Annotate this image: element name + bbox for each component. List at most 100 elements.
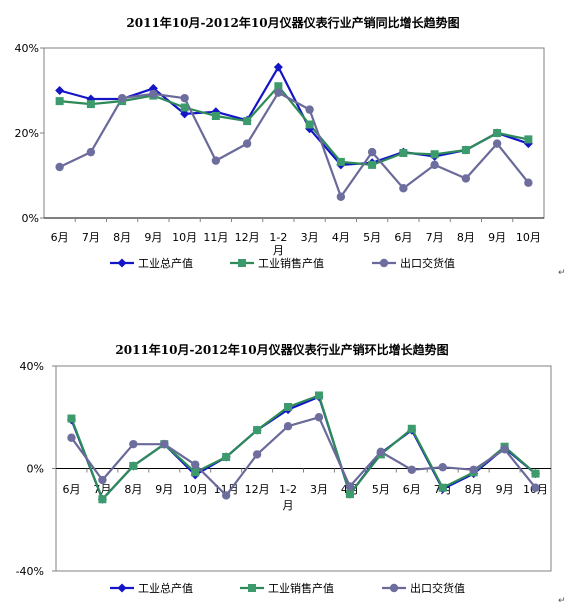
data-point (376, 447, 386, 457)
data-point (407, 424, 416, 433)
data-point (531, 483, 540, 492)
x-tick-label: 8月 (124, 483, 142, 496)
series-layer (66, 391, 541, 504)
y-tick-label: 40% (20, 360, 44, 373)
x-tick-label: 8月 (465, 483, 483, 496)
legend-swatch-marker (248, 584, 256, 592)
data-point (367, 147, 377, 157)
data-point (180, 93, 189, 103)
data-point (129, 461, 138, 470)
data-point (345, 490, 354, 499)
legend: 工业总产值 工业销售产值 出口交货值 (110, 256, 455, 270)
data-point (86, 147, 96, 157)
legend-swatch-marker (117, 583, 127, 593)
series-line (59, 91, 530, 198)
data-point (67, 414, 76, 423)
x-tick-label: 11月 (203, 231, 228, 244)
legend-label: 工业总产值 (138, 256, 193, 270)
x-tick-label: 8月 (457, 231, 475, 244)
legend-label: 出口交货值 (400, 256, 455, 270)
data-point (461, 174, 471, 183)
series-line (70, 394, 537, 501)
y-tick-label: 40% (15, 42, 39, 55)
data-point (531, 469, 540, 478)
data-point (407, 465, 416, 474)
x-tick-label: 7月 (426, 231, 444, 244)
y-tick-label: 0% (27, 463, 44, 476)
x-tick-label: 7月 (82, 231, 100, 244)
series-layer (55, 62, 533, 201)
data-point (305, 120, 314, 129)
x-tick-label: 9月 (144, 231, 162, 244)
data-point (129, 439, 138, 449)
data-point (252, 450, 262, 459)
chart-yoy: 2011年10月-2012年10月仪器仪表行业产销同比增长趋势图 0% 20% 40… (15, 15, 545, 270)
data-point (98, 495, 107, 504)
data-point (160, 439, 169, 449)
data-point (469, 465, 478, 474)
x-tick-label: 1-2 月 (279, 483, 297, 512)
data-point (180, 103, 189, 112)
x-tick-label: 8月 (113, 231, 131, 244)
chart-title: 2011年10月-2012年10月仪器仪表行业产销同比增长趋势图 (126, 15, 459, 30)
y-tick-label: 20% (15, 127, 39, 140)
x-tick-label: 4月 (332, 231, 350, 244)
x-tick-label: 9月 (488, 231, 506, 244)
x-tick-label: 1-2 月 (269, 231, 287, 257)
data-point (242, 139, 252, 148)
x-tick-label: 5月 (363, 231, 381, 244)
data-point (524, 135, 533, 144)
data-point (55, 97, 64, 106)
legend-label: 工业销售产值 (268, 581, 334, 595)
chart-title: 2011年10月-2012年10月仪器仪表行业产销环比增长趋势图 (115, 342, 448, 357)
data-point (399, 184, 408, 193)
data-point (283, 422, 293, 431)
x-tick-label: 10月 (516, 231, 541, 244)
y-axis: -40% 0% 40% (16, 360, 56, 578)
data-point (55, 162, 64, 172)
legend-swatch-marker (238, 259, 246, 267)
data-point (493, 129, 502, 137)
x-tick-label: 9月 (155, 483, 173, 496)
data-point (117, 93, 127, 103)
data-point (430, 150, 439, 159)
x-tick-label: 6月 (51, 231, 69, 244)
series-line (70, 416, 537, 497)
data-point (430, 160, 439, 170)
data-point (211, 112, 220, 120)
x-tick-label: 6月 (403, 483, 421, 496)
y-axis: 0% 20% 40% (15, 42, 44, 225)
data-point (524, 178, 533, 187)
data-point (149, 89, 158, 99)
x-tick-label: 6月 (62, 483, 80, 496)
data-point (222, 452, 231, 461)
data-point (438, 463, 447, 472)
plot-area (43, 47, 545, 219)
x-tick-label: 3月 (301, 231, 319, 244)
data-point (180, 109, 190, 119)
data-point (399, 148, 408, 157)
data-point (273, 62, 283, 72)
data-point (500, 445, 509, 454)
data-point (345, 482, 355, 491)
data-point (305, 105, 314, 114)
legend-swatch-marker (379, 258, 389, 268)
data-point (438, 483, 447, 492)
x-tick-label: 5月 (372, 483, 390, 496)
series-line (59, 85, 529, 166)
legend-label: 工业总产值 (138, 581, 193, 595)
x-tick-label: 9月 (496, 483, 514, 496)
data-point (284, 403, 293, 411)
data-point (211, 156, 221, 165)
data-point (274, 82, 283, 91)
data-point (86, 100, 95, 109)
data-point (243, 117, 252, 126)
data-point (336, 192, 346, 201)
data-point (55, 86, 65, 95)
legend: 工业总产值 工业销售产值 出口交货值 (110, 581, 465, 595)
paragraph-mark: ↵ (558, 596, 566, 606)
data-point (191, 460, 200, 469)
data-point (314, 413, 324, 422)
x-tick-label: 12月 (235, 231, 260, 244)
